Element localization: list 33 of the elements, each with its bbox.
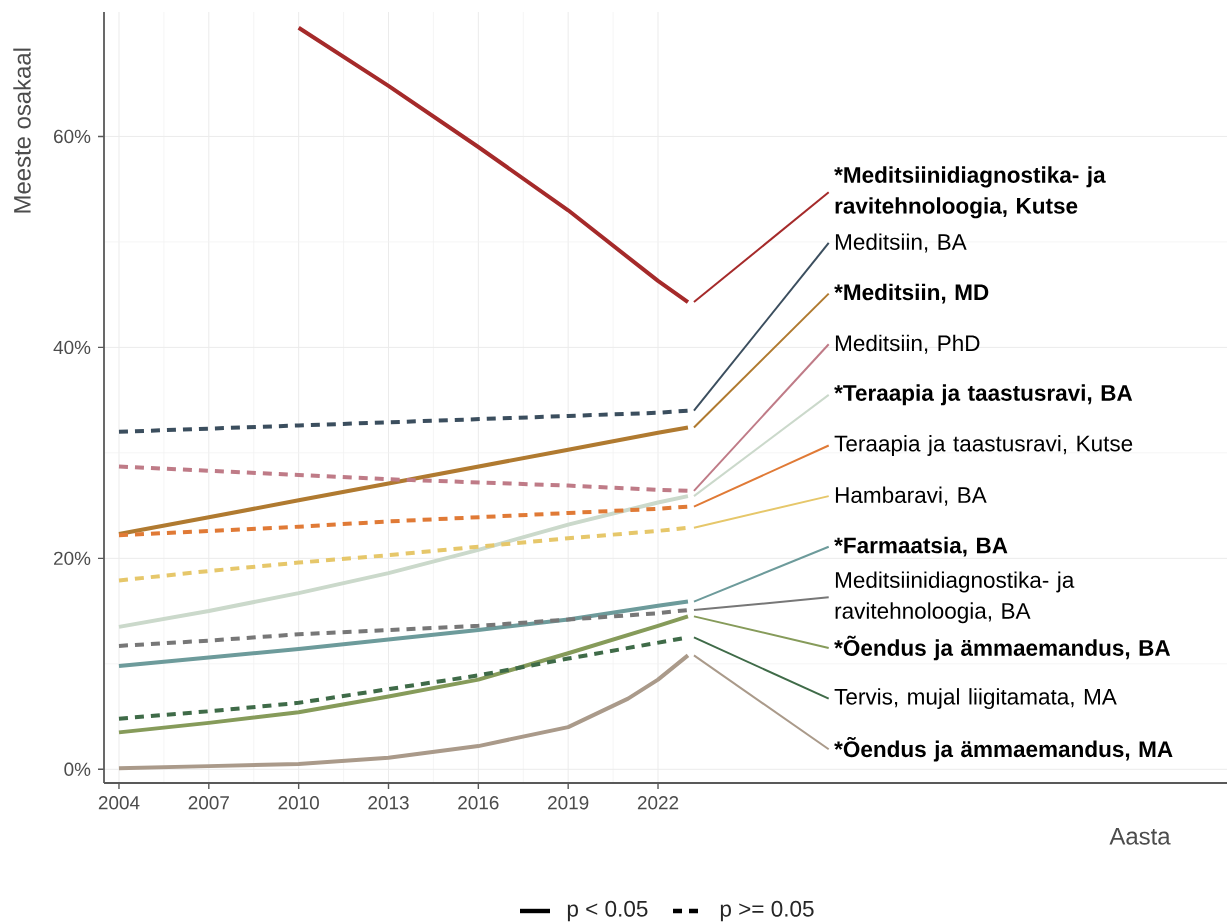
y-tick-label: 40%: [53, 340, 91, 355]
text: Meditsiinidiagnostika- ja ravitehnoloogia, BA: [835, 571, 1075, 624]
text: *Meditsiin, MD: [834, 283, 989, 304]
text: Teraapia ja taastusravi, Kutse: [834, 434, 1133, 456]
text: Meditsiin, PhD: [835, 334, 980, 354]
x-tick-label: 2022: [637, 796, 679, 810]
text: *Meditsiinidiagnostika- ja ravitehnoloogia, Kutse: [834, 166, 1106, 219]
text: p < 0.05: [567, 900, 648, 922]
y-axis-title: Meeste osakaal: [13, 48, 31, 213]
x-axis-title: Aasta: [1109, 828, 1171, 845]
line-series: [116, 494, 690, 629]
x-tick-label: 2007: [188, 796, 229, 810]
x-tick-label: 2010: [278, 796, 319, 810]
text: Hambaravi, BA: [835, 486, 987, 506]
text: p >= 0.05: [720, 900, 814, 922]
line-series: [296, 25, 690, 305]
text: *Õendus ja ämmaemandus, MA: [834, 736, 1173, 762]
text: *Farmaatsia, BA: [834, 536, 1008, 557]
x-tick-label: 2013: [368, 796, 409, 810]
y-tick-label: 0%: [64, 762, 91, 776]
line-series: [116, 614, 690, 735]
line-series: [116, 653, 690, 771]
text: *Teraapia ja taastusravi, BA: [834, 384, 1133, 406]
text: Tervis, mujal liigitamata, MA: [834, 688, 1117, 710]
text: Meditsiin, BA: [835, 233, 967, 253]
line-series: [116, 599, 690, 668]
y-tick-label: 20%: [54, 551, 91, 566]
x-tick-label: 2016: [458, 796, 499, 810]
x-tick-label: 2004: [98, 796, 140, 810]
line-series: [116, 608, 690, 648]
y-tick-label: 60%: [54, 129, 91, 144]
x-tick-label: 2019: [548, 796, 589, 810]
text: *Õendus ja ämmaemandus, BA: [834, 635, 1171, 661]
